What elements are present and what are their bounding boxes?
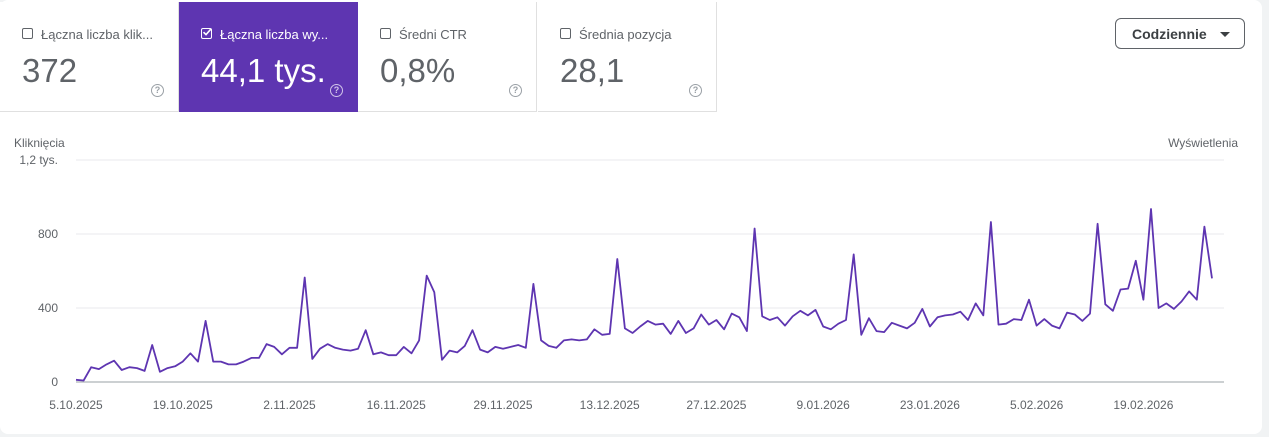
help-icon[interactable]: ? (151, 84, 164, 97)
x-tick-label: 5.10.2025 (49, 398, 103, 412)
x-tick-label: 19.10.2025 (153, 398, 213, 412)
metric-average-ctr[interactable]: Średni CTR 0,8% ? (358, 2, 537, 112)
x-tick-label: 9.01.2026 (796, 398, 850, 412)
x-tick-label: 27.12.2025 (686, 398, 746, 412)
checkbox-ctr[interactable] (380, 28, 391, 39)
caret-down-icon (1220, 32, 1230, 37)
x-tick-label: 13.12.2025 (580, 398, 640, 412)
metric-value: 28,1 (560, 52, 625, 89)
metric-total-clicks[interactable]: Łączna liczba klik... 372 ? (0, 2, 179, 112)
help-icon[interactable]: ? (509, 84, 522, 97)
help-icon[interactable]: ? (330, 84, 343, 97)
checkbox-impressions[interactable] (201, 28, 212, 39)
checkbox-position[interactable] (560, 28, 571, 39)
impressions-series-line (75, 208, 1213, 382)
x-tick-label: 2.11.2025 (263, 398, 316, 412)
metric-value: 0,8% (380, 52, 456, 89)
right-axis-title: Wyświetlenia (1168, 136, 1238, 150)
y-tick-label: 800 (38, 227, 58, 241)
x-tick-label: 23.01.2026 (900, 398, 960, 412)
left-axis-title: Kliknięcia (14, 136, 65, 150)
metric-average-position[interactable]: Średnia pozycja 28,1 ? (538, 2, 717, 112)
metric-value: 372 (22, 52, 78, 89)
x-tick-label: 16.11.2025 (367, 398, 426, 412)
x-tick-label: 5.02.2026 (1010, 398, 1064, 412)
y-tick-label: 400 (38, 301, 58, 315)
metric-value: 44,1 tys. (201, 52, 326, 89)
y-tick-label: 1,2 tys. (19, 153, 58, 167)
y-tick-label: 0 (51, 375, 58, 389)
check-icon (202, 28, 212, 36)
help-icon[interactable]: ? (689, 84, 702, 97)
dropdown-label: Codziennie (1132, 26, 1207, 42)
metric-total-impressions[interactable]: Łączna liczba wy... 44,1 tys. ? (179, 2, 358, 112)
granularity-dropdown[interactable]: Codziennie (1115, 18, 1245, 49)
checkbox-clicks[interactable] (22, 28, 33, 39)
x-tick-label: 29.11.2025 (473, 398, 532, 412)
x-tick-label: 19.02.2026 (1113, 398, 1173, 412)
